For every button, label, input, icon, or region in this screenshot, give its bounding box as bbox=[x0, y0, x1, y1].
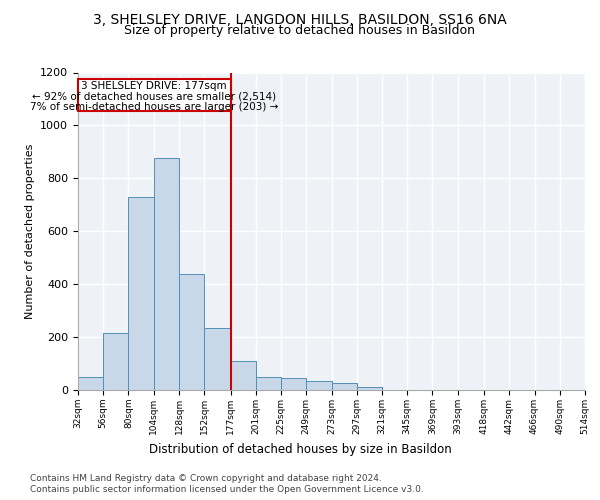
Text: Distribution of detached houses by size in Basildon: Distribution of detached houses by size … bbox=[149, 442, 451, 456]
Text: Size of property relative to detached houses in Basildon: Size of property relative to detached ho… bbox=[125, 24, 476, 37]
Text: Contains public sector information licensed under the Open Government Licence v3: Contains public sector information licen… bbox=[30, 485, 424, 494]
Y-axis label: Number of detached properties: Number of detached properties bbox=[25, 144, 35, 319]
Bar bbox=[179, 274, 204, 390]
Text: 3 SHELSLEY DRIVE: 177sqm: 3 SHELSLEY DRIVE: 177sqm bbox=[82, 81, 227, 91]
Text: Contains HM Land Registry data © Crown copyright and database right 2024.: Contains HM Land Registry data © Crown c… bbox=[30, 474, 382, 483]
Text: 7% of semi-detached houses are larger (203) →: 7% of semi-detached houses are larger (2… bbox=[30, 102, 278, 113]
Bar bbox=[306, 382, 331, 390]
Bar bbox=[154, 158, 179, 390]
Bar bbox=[103, 333, 128, 390]
Bar bbox=[281, 378, 306, 390]
Bar bbox=[78, 377, 103, 390]
Text: 3, SHELSLEY DRIVE, LANGDON HILLS, BASILDON, SS16 6NA: 3, SHELSLEY DRIVE, LANGDON HILLS, BASILD… bbox=[93, 12, 507, 26]
Bar bbox=[256, 377, 281, 390]
Bar bbox=[331, 384, 357, 390]
Bar bbox=[204, 328, 230, 390]
Text: ← 92% of detached houses are smaller (2,514): ← 92% of detached houses are smaller (2,… bbox=[32, 92, 277, 102]
FancyBboxPatch shape bbox=[78, 79, 230, 111]
Bar bbox=[230, 361, 256, 390]
Bar bbox=[128, 197, 154, 390]
Bar bbox=[357, 388, 382, 390]
